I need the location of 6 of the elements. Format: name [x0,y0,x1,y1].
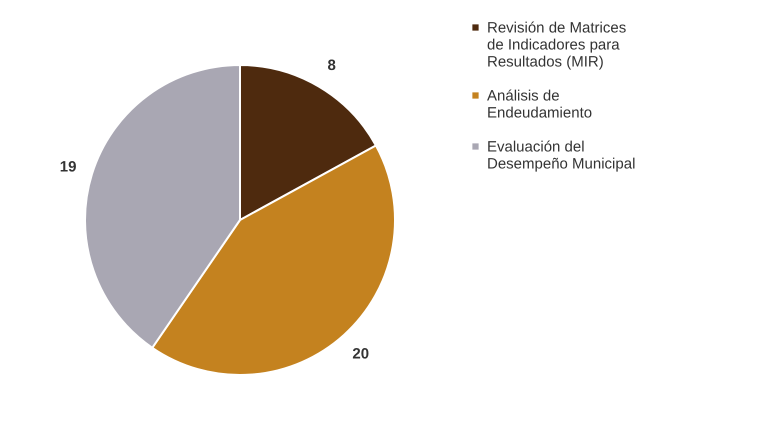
data-label: 19 [60,158,76,176]
legend-label: Revisión de Matrices de Indicadores para Resultados (MIR) [487,20,626,70]
legend-label: Análisis de Endeudamiento [487,88,592,122]
data-label: 8 [328,57,336,74]
data-label: 20 [352,345,370,362]
legend-label: Evaluación del Desempeño Municipal [487,138,636,172]
